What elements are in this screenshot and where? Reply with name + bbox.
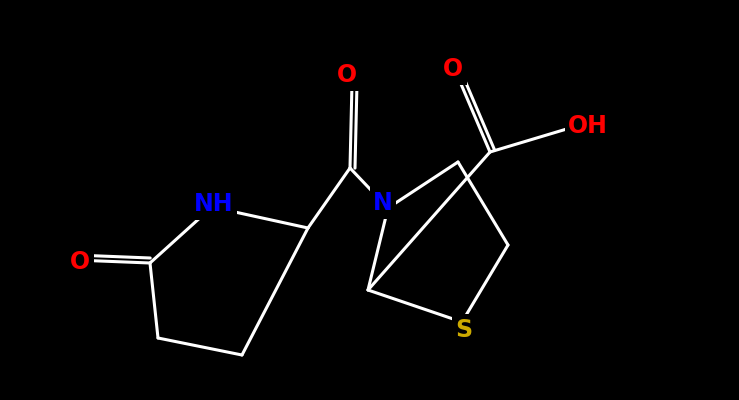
Text: O: O [337, 63, 357, 87]
Text: OH: OH [568, 114, 608, 138]
Text: O: O [443, 57, 463, 81]
Text: NH: NH [194, 192, 234, 216]
Text: O: O [70, 250, 90, 274]
Text: N: N [373, 191, 393, 215]
Text: S: S [455, 318, 472, 342]
